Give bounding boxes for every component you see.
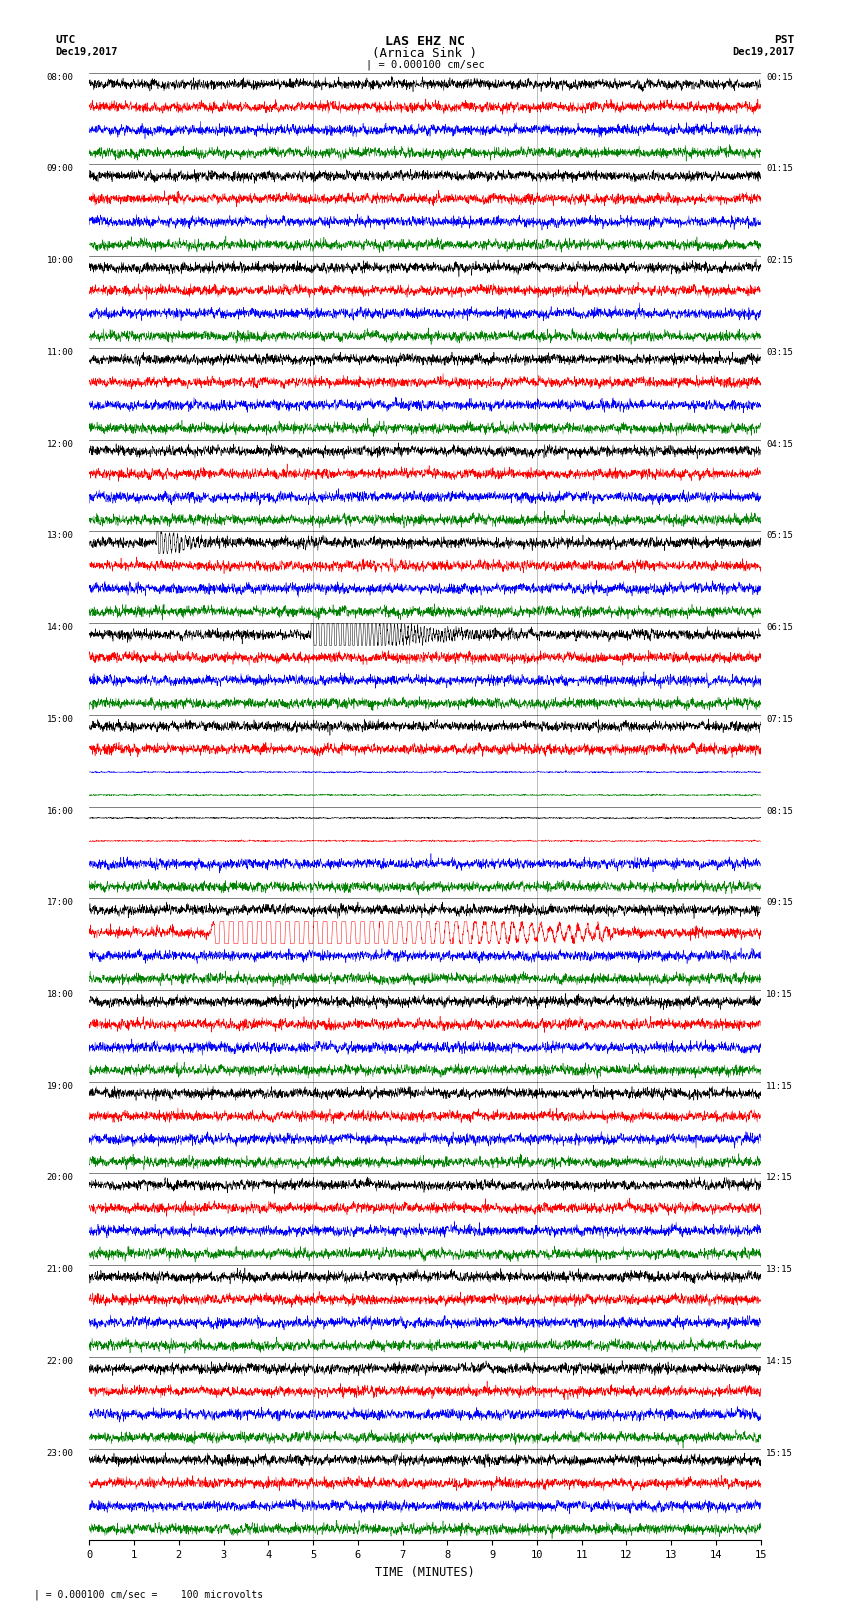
Text: 22:00: 22:00 xyxy=(47,1357,74,1366)
Text: UTC: UTC xyxy=(55,35,76,45)
Text: 11:15: 11:15 xyxy=(766,1082,793,1090)
Text: 05:15: 05:15 xyxy=(766,531,793,540)
Text: 03:15: 03:15 xyxy=(766,348,793,356)
Text: 07:15: 07:15 xyxy=(766,715,793,724)
Text: 19:00: 19:00 xyxy=(47,1082,74,1090)
Text: 11:00: 11:00 xyxy=(47,348,74,356)
Text: 09:15: 09:15 xyxy=(766,898,793,907)
Text: (Arnica Sink ): (Arnica Sink ) xyxy=(372,47,478,60)
Text: 12:00: 12:00 xyxy=(47,440,74,448)
Text: 10:00: 10:00 xyxy=(47,256,74,265)
Text: | = 0.000100 cm/sec: | = 0.000100 cm/sec xyxy=(366,60,484,71)
Text: 18:00: 18:00 xyxy=(47,990,74,998)
Text: PST: PST xyxy=(774,35,795,45)
X-axis label: TIME (MINUTES): TIME (MINUTES) xyxy=(375,1566,475,1579)
Text: 08:15: 08:15 xyxy=(766,806,793,816)
Text: 08:00: 08:00 xyxy=(47,73,74,82)
Text: 06:15: 06:15 xyxy=(766,623,793,632)
Text: 09:00: 09:00 xyxy=(47,165,74,173)
Text: 16:00: 16:00 xyxy=(47,806,74,816)
Text: 23:00: 23:00 xyxy=(47,1448,74,1458)
Text: 15:15: 15:15 xyxy=(766,1448,793,1458)
Text: 04:15: 04:15 xyxy=(766,440,793,448)
Text: 10:15: 10:15 xyxy=(766,990,793,998)
Text: Dec19,2017: Dec19,2017 xyxy=(732,47,795,56)
Text: Dec19,2017: Dec19,2017 xyxy=(55,47,118,56)
Text: 20:00: 20:00 xyxy=(47,1174,74,1182)
Text: LAS EHZ NC: LAS EHZ NC xyxy=(385,35,465,48)
Text: 12:15: 12:15 xyxy=(766,1174,793,1182)
Text: 14:00: 14:00 xyxy=(47,623,74,632)
Text: 15:00: 15:00 xyxy=(47,715,74,724)
Text: 13:00: 13:00 xyxy=(47,531,74,540)
Text: 00:15: 00:15 xyxy=(766,73,793,82)
Text: | = 0.000100 cm/sec =    100 microvolts: | = 0.000100 cm/sec = 100 microvolts xyxy=(34,1589,264,1600)
Text: 02:15: 02:15 xyxy=(766,256,793,265)
Text: 14:15: 14:15 xyxy=(766,1357,793,1366)
Text: 13:15: 13:15 xyxy=(766,1265,793,1274)
Text: 21:00: 21:00 xyxy=(47,1265,74,1274)
Text: 17:00: 17:00 xyxy=(47,898,74,907)
Text: 01:15: 01:15 xyxy=(766,165,793,173)
